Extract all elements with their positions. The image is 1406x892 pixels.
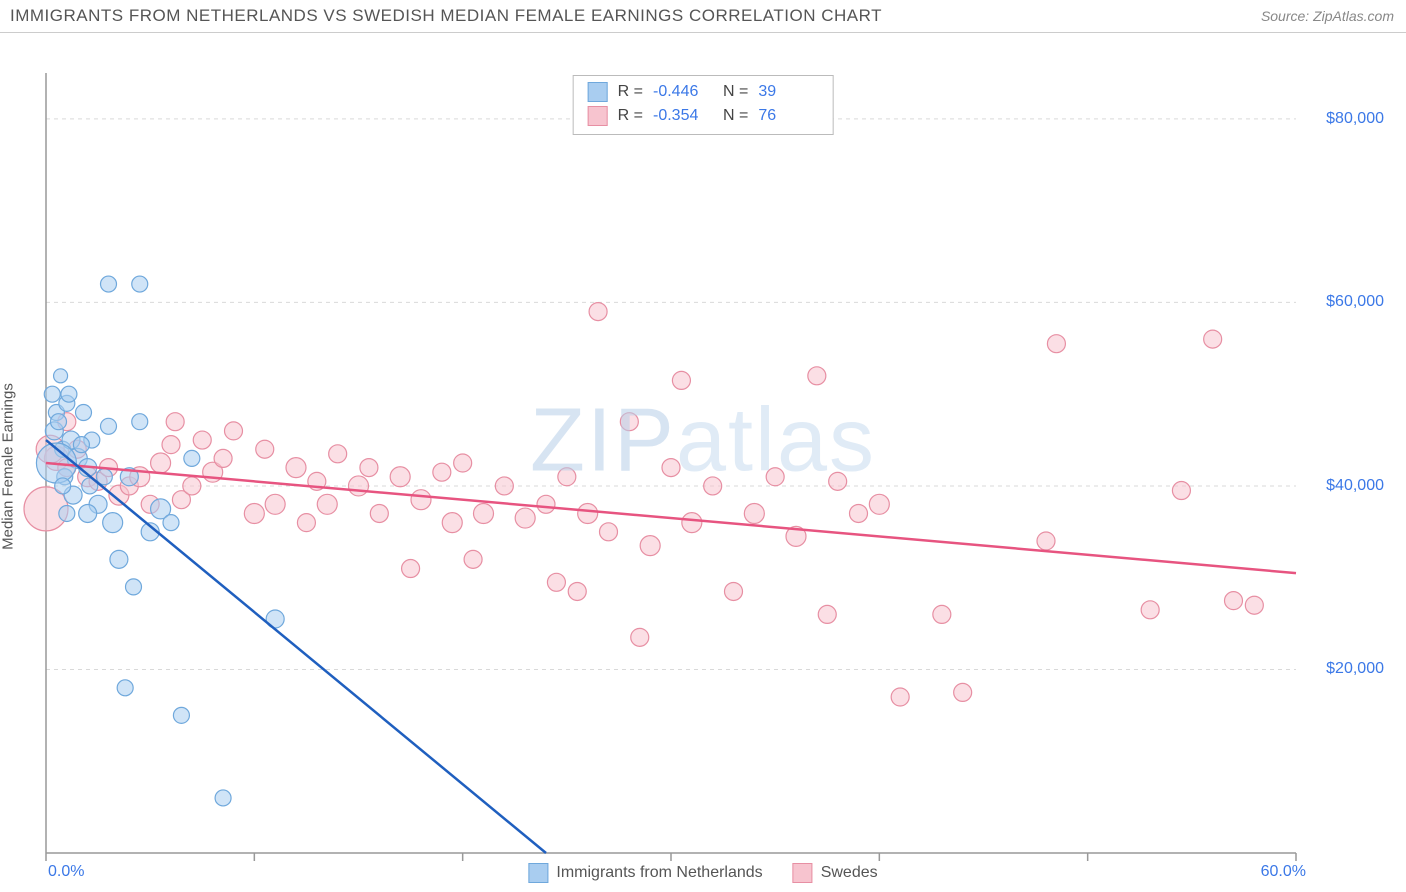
stats-row-netherlands: R = -0.446 N = 39 <box>588 80 819 104</box>
correlation-stats-box: R = -0.446 N = 39 R = -0.354 N = 76 <box>573 75 834 135</box>
y-tick-label: $60,000 <box>1326 293 1384 311</box>
r-label: R = <box>618 104 643 128</box>
swatch-swedes <box>588 106 608 126</box>
n-label: N = <box>723 80 748 104</box>
swatch-netherlands-icon <box>528 863 548 883</box>
n-value-swedes: 76 <box>758 104 818 128</box>
legend-item-swedes: Swedes <box>793 863 878 883</box>
scatter-plot-svg <box>0 33 1406 883</box>
source-value: ZipAtlas.com <box>1313 8 1394 24</box>
r-value-swedes: -0.354 <box>653 104 713 128</box>
chart-area: Median Female Earnings ZIPatlas R = -0.4… <box>0 33 1406 883</box>
x-axis-min-label: 0.0% <box>48 863 84 881</box>
x-axis-max-label: 60.0% <box>1261 863 1306 881</box>
bottom-legend: Immigrants from Netherlands Swedes <box>528 863 877 883</box>
header: IMMIGRANTS FROM NETHERLANDS VS SWEDISH M… <box>0 0 1406 33</box>
source-citation: Source: ZipAtlas.com <box>1261 8 1394 24</box>
y-tick-label: $80,000 <box>1326 110 1384 128</box>
y-axis-label: Median Female Earnings <box>0 383 17 550</box>
y-tick-label: $40,000 <box>1326 477 1384 495</box>
swatch-netherlands <box>588 82 608 102</box>
legend-item-netherlands: Immigrants from Netherlands <box>528 863 762 883</box>
legend-label-swedes: Swedes <box>821 864 878 882</box>
n-value-netherlands: 39 <box>758 80 818 104</box>
stats-row-swedes: R = -0.354 N = 76 <box>588 104 819 128</box>
r-label: R = <box>618 80 643 104</box>
chart-title: IMMIGRANTS FROM NETHERLANDS VS SWEDISH M… <box>10 6 882 26</box>
n-label: N = <box>723 104 748 128</box>
swatch-swedes-icon <box>793 863 813 883</box>
legend-label-netherlands: Immigrants from Netherlands <box>556 864 762 882</box>
source-label: Source: <box>1261 8 1309 24</box>
r-value-netherlands: -0.446 <box>653 80 713 104</box>
y-tick-label: $20,000 <box>1326 660 1384 678</box>
